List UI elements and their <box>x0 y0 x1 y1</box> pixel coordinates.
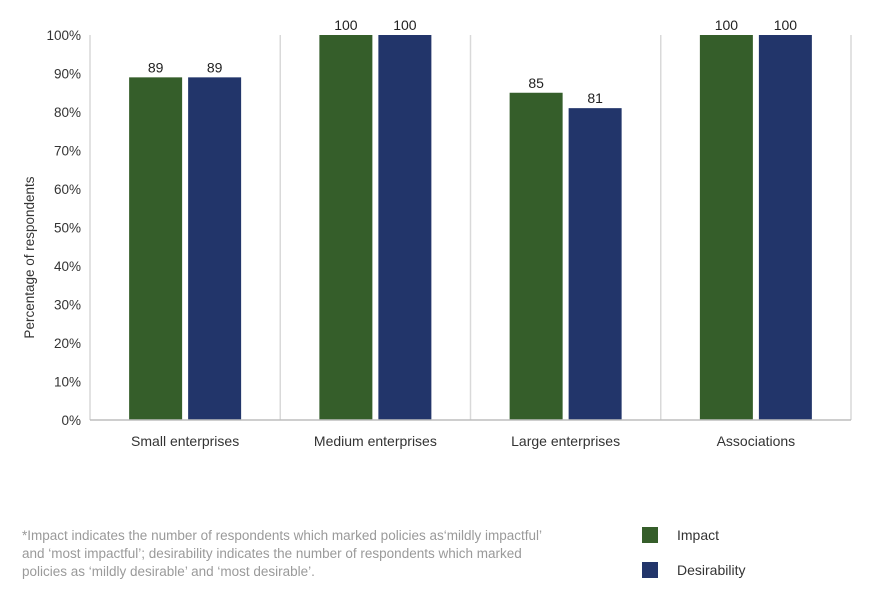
y-axis-title: Percentage of respondents <box>22 176 37 338</box>
y-tick-label: 10% <box>54 375 81 390</box>
y-tick-label: 30% <box>54 298 81 313</box>
y-tick-label: 40% <box>54 259 81 274</box>
bar-impact <box>699 35 753 420</box>
x-category-label: Medium enterprises <box>314 433 437 449</box>
data-label: 89 <box>207 59 223 75</box>
x-category-label: Associations <box>717 433 796 449</box>
x-category-label: Large enterprises <box>511 433 620 449</box>
bar-chart: 0% 10% 20% 30% 40% 50% 60% 70% 80% 90% 100% 89 89 Sma… <box>22 17 852 449</box>
y-tick-label: 20% <box>54 336 81 351</box>
bar-impact <box>509 92 563 420</box>
data-label: 85 <box>528 75 544 91</box>
data-label: 100 <box>334 17 358 33</box>
data-label: 81 <box>587 90 603 106</box>
data-label: 100 <box>715 17 739 33</box>
y-tick-label: 90% <box>54 67 81 82</box>
x-category-label: Small enterprises <box>131 433 239 449</box>
footnote: *Impact indicates the number of responde… <box>22 528 542 579</box>
y-tick-label: 50% <box>54 221 81 236</box>
legend-swatch-impact <box>642 527 658 543</box>
legend-item-desirability: Desirability <box>642 561 745 579</box>
bar-desirability <box>188 77 242 420</box>
y-tick-label: 80% <box>54 105 81 120</box>
data-label: 89 <box>148 59 164 75</box>
legend-item-impact: Impact <box>642 526 745 544</box>
y-tick-label: 60% <box>54 182 81 197</box>
bar-desirability <box>568 108 622 421</box>
y-tick-label: 70% <box>54 144 81 159</box>
data-label: 100 <box>393 17 417 33</box>
y-tick-label: 0% <box>61 413 81 428</box>
legend-label-desirability: Desirability <box>677 562 746 578</box>
data-label: 100 <box>774 17 798 33</box>
bar-desirability <box>378 35 432 420</box>
bar-impact <box>129 77 183 420</box>
bar-desirability <box>758 35 812 420</box>
bar-impact <box>319 35 373 420</box>
legend-label-impact: Impact <box>677 527 720 543</box>
legend: Impact Desirability <box>642 526 745 596</box>
legend-swatch-desirability <box>642 562 658 578</box>
y-tick-label: 100% <box>46 28 81 43</box>
